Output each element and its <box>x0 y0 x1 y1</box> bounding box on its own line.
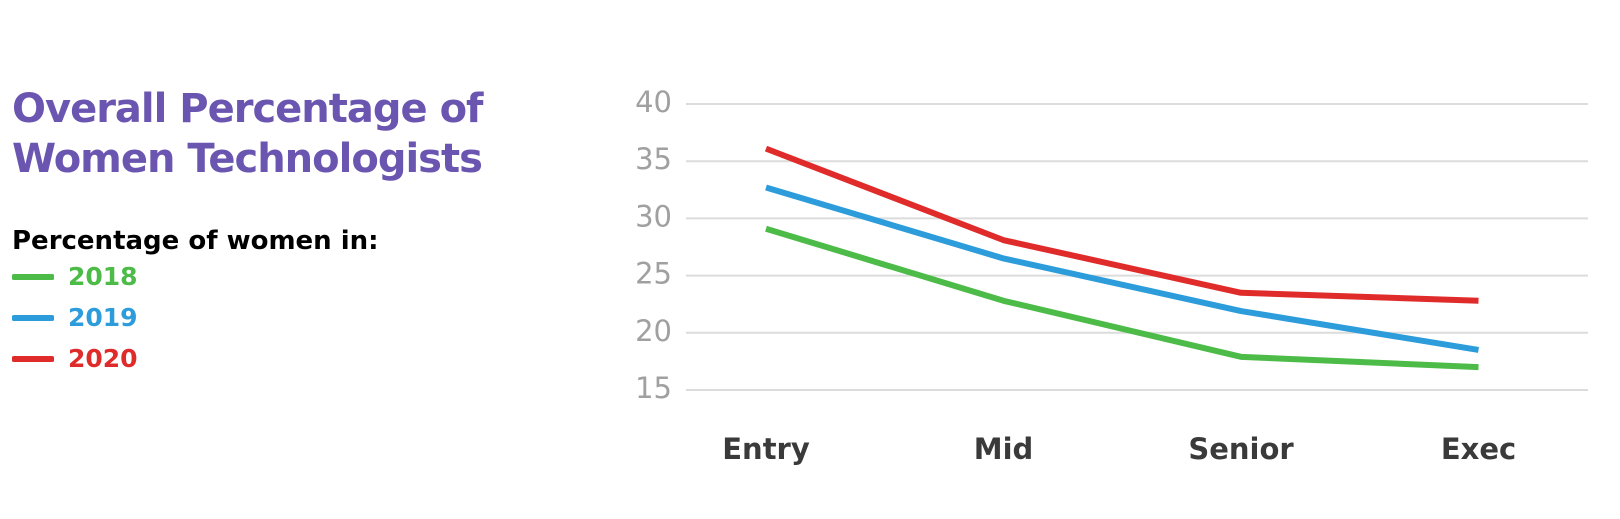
legend-swatch <box>12 355 54 362</box>
legend: 2018 2019 2020 <box>12 256 492 379</box>
legend-entry: 2020 <box>12 338 492 379</box>
legend-entry: 2019 <box>12 297 492 338</box>
legend-swatch <box>12 273 54 280</box>
legend-label: 2020 <box>68 344 138 373</box>
y-tick-label: 40 <box>635 85 672 119</box>
y-tick-label: 30 <box>635 199 672 233</box>
x-tick-label: Entry <box>722 432 810 466</box>
y-tick-label: 15 <box>635 371 672 405</box>
y-tick-label: 25 <box>635 257 672 291</box>
x-tick-label: Senior <box>1188 432 1294 466</box>
y-tick-label: 35 <box>635 142 672 176</box>
legend-entry: 2018 <box>12 256 492 297</box>
series-line <box>765 184 1479 353</box>
legend-label: 2019 <box>68 303 138 332</box>
legend-label: 2018 <box>68 262 138 291</box>
legend-title: Percentage of women in: <box>12 226 379 256</box>
x-tick-label: Mid <box>974 432 1034 466</box>
y-tick-label: 20 <box>635 314 672 348</box>
series-line <box>765 225 1479 371</box>
legend-swatch <box>12 314 54 321</box>
left-panel: Overall Percentage of Women Technologist… <box>12 84 492 379</box>
chart-title: Overall Percentage of Women Technologist… <box>12 86 483 182</box>
series-line <box>764 145 1479 304</box>
x-tick-label: Exec <box>1441 432 1516 466</box>
